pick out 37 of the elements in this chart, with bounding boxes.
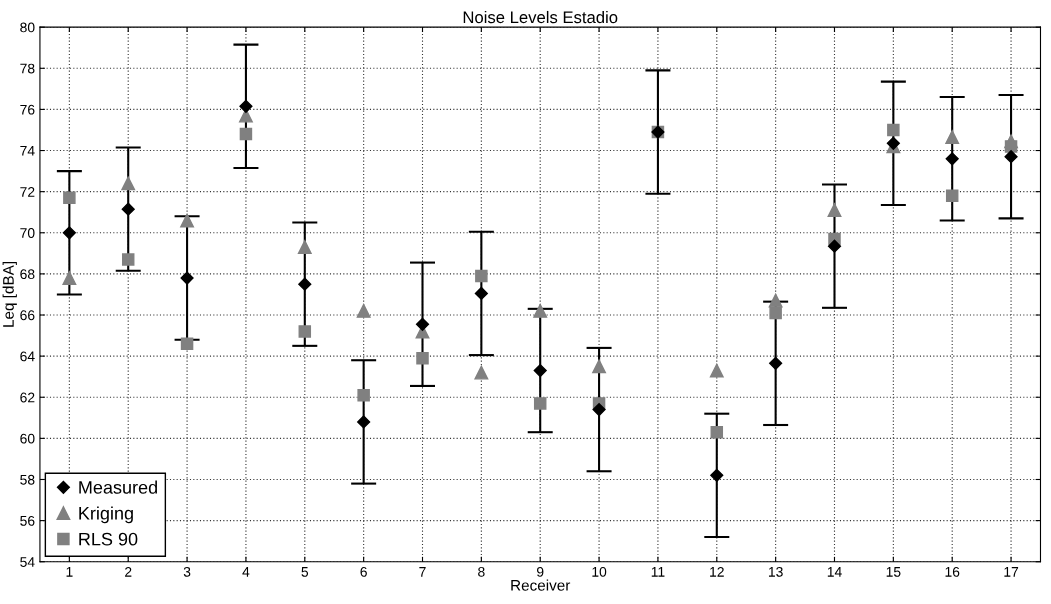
y-tick-label: 72 bbox=[20, 186, 35, 197]
y-tick-label: 68 bbox=[20, 269, 35, 280]
x-tick-label: 17 bbox=[1004, 567, 1019, 577]
x-tick-label: 15 bbox=[886, 567, 901, 577]
y-axis-title: Leq [dBA] bbox=[2, 261, 17, 327]
legend-label: Kriging bbox=[79, 506, 133, 524]
legend-label: Measured bbox=[79, 480, 157, 494]
x-tick-label: 3 bbox=[183, 566, 191, 577]
y-tick-label: 66 bbox=[20, 310, 35, 321]
x-tick-label: 14 bbox=[827, 567, 842, 577]
x-tick-label: 2 bbox=[125, 566, 132, 577]
x-tick-label: 5 bbox=[301, 567, 309, 577]
x-tick-label: 8 bbox=[478, 566, 485, 577]
y-tick-label: 62 bbox=[20, 392, 35, 403]
x-axis-title: Receiver bbox=[511, 579, 571, 591]
x-tick-label: 12 bbox=[710, 566, 724, 577]
x-tick-label: 6 bbox=[360, 566, 367, 577]
x-tick-label: 11 bbox=[651, 567, 665, 577]
x-tick-label: 10 bbox=[592, 566, 607, 577]
x-tick-label: 1 bbox=[66, 567, 73, 577]
legend-label: RLS 90 bbox=[79, 532, 138, 546]
y-tick-label: 60 bbox=[20, 433, 35, 444]
y-tick-label: 80 bbox=[20, 22, 35, 33]
x-tick-label: 13 bbox=[768, 566, 783, 577]
x-tick-label: 9 bbox=[537, 566, 544, 577]
y-tick-label: 70 bbox=[20, 228, 35, 238]
y-tick-label: 76 bbox=[20, 104, 35, 115]
y-tick-label: 56 bbox=[20, 515, 35, 526]
x-tick-label: 16 bbox=[945, 566, 960, 577]
y-tick-label: 64 bbox=[20, 351, 35, 362]
y-tick-label: 78 bbox=[20, 63, 35, 74]
y-tick-label: 54 bbox=[20, 557, 35, 567]
x-tick-label: 4 bbox=[242, 567, 250, 577]
x-tick-label: 7 bbox=[419, 567, 426, 577]
y-tick-label: 74 bbox=[20, 146, 35, 156]
chart-title: Noise Levels Estadio bbox=[463, 10, 618, 24]
y-tick-label: 58 bbox=[20, 474, 35, 485]
